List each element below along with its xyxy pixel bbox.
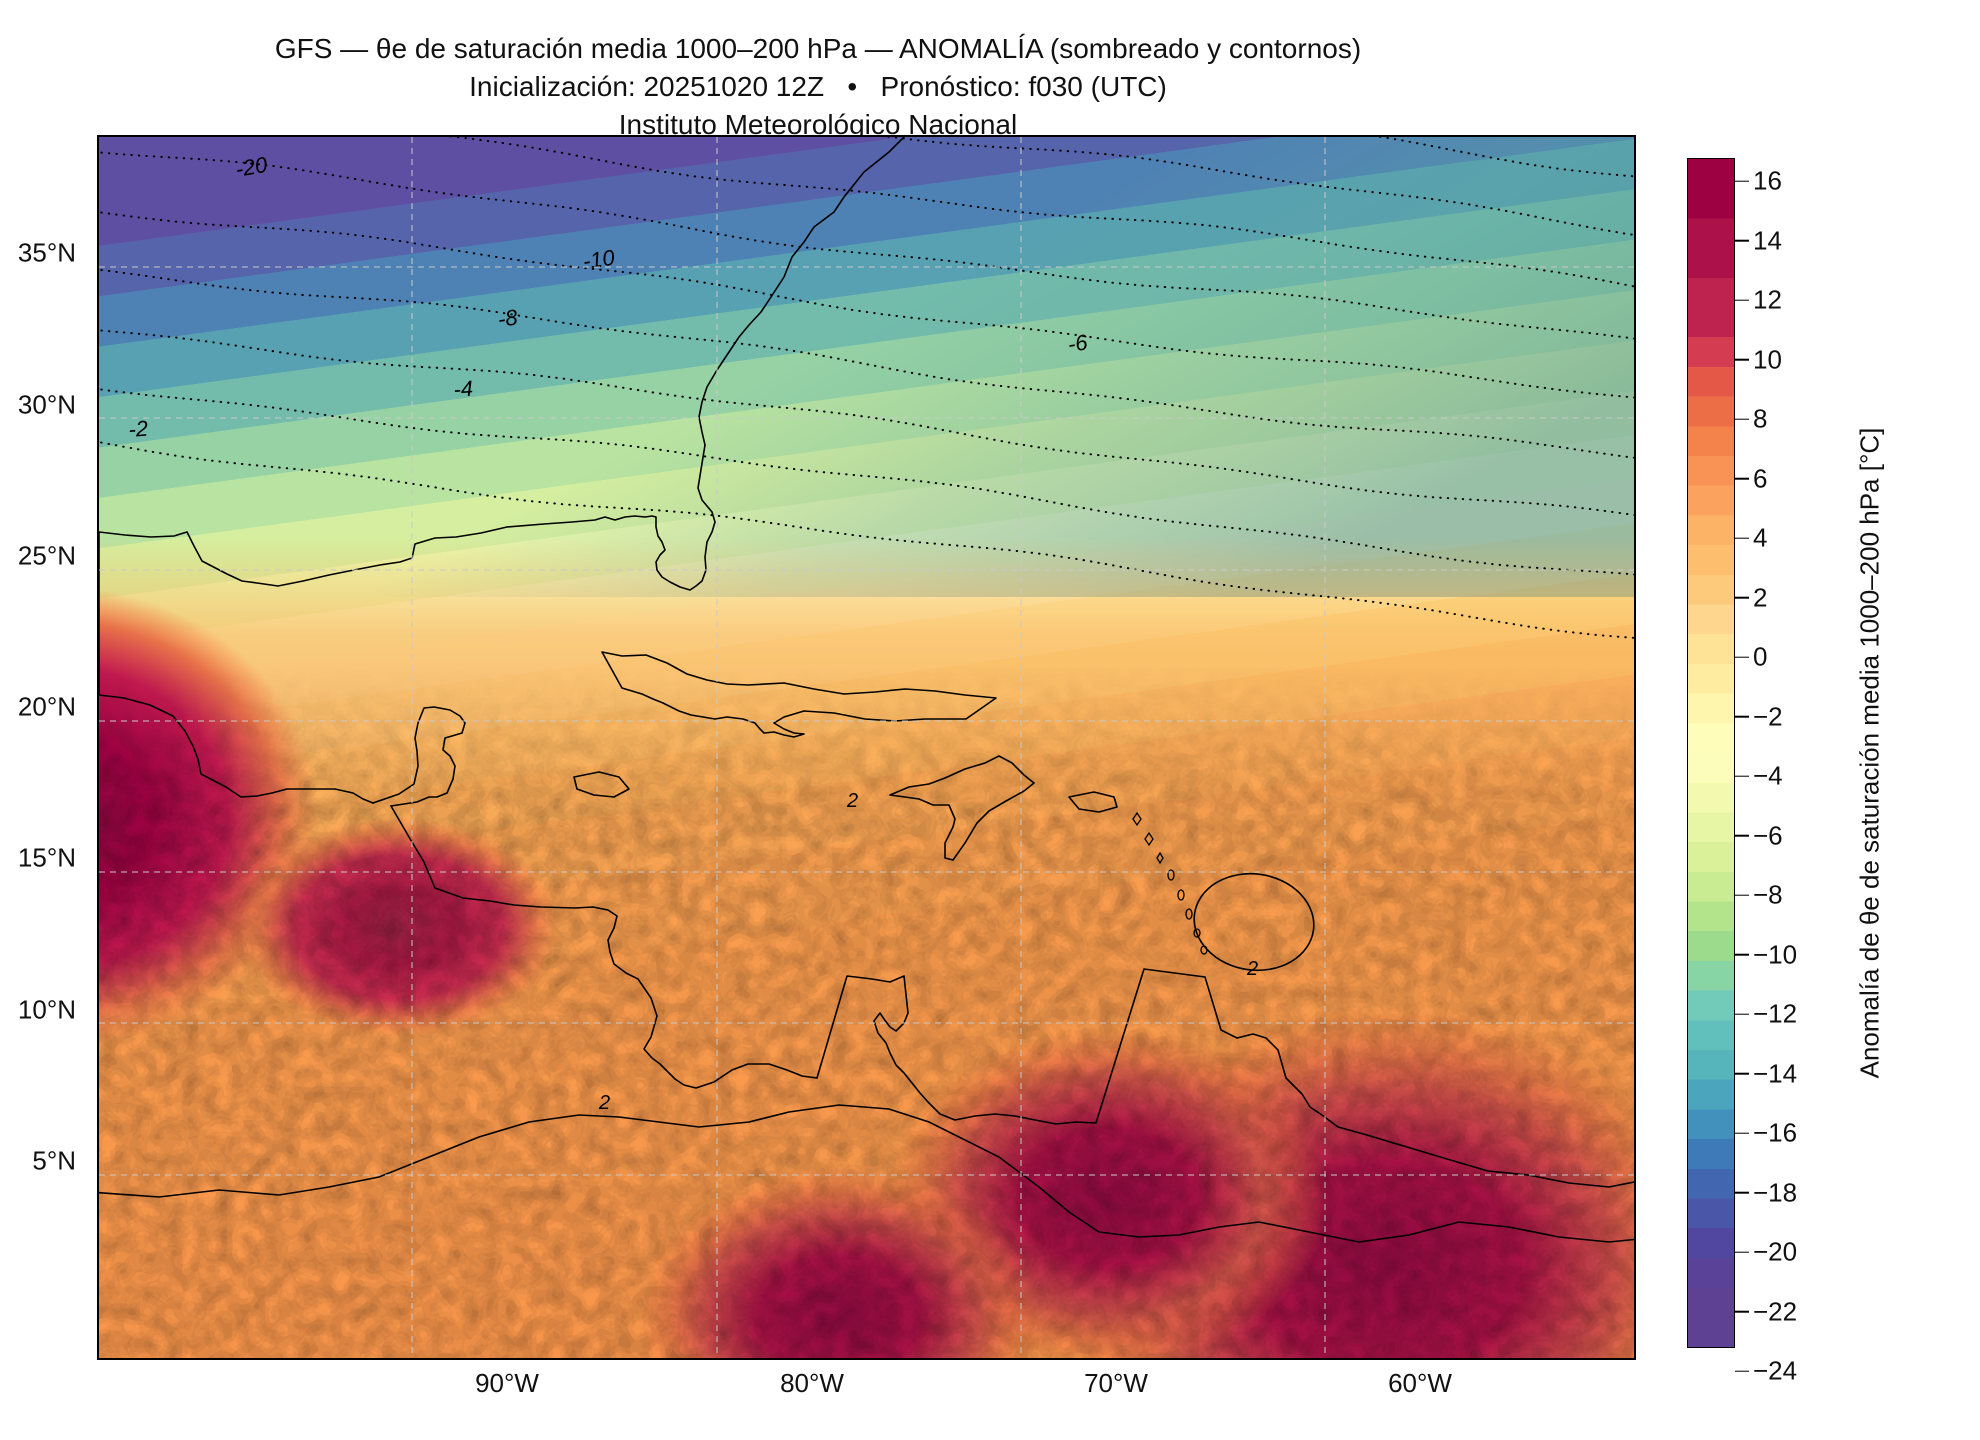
svg-text:-4: -4: [453, 376, 474, 402]
svg-text:2: 2: [846, 790, 858, 812]
svg-text:-10: -10: [581, 245, 617, 274]
svg-text:-2: -2: [128, 416, 149, 442]
svg-text:2: 2: [598, 1092, 610, 1114]
svg-text:2: 2: [1246, 958, 1258, 980]
